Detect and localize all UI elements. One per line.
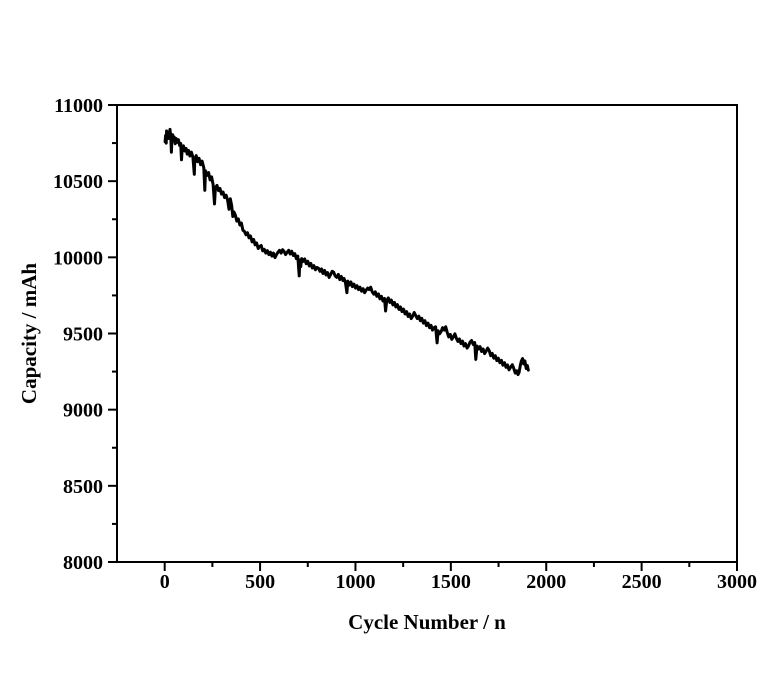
y-tick-label: 10000	[53, 247, 103, 269]
data-series	[163, 127, 530, 377]
y-tick-label: 9500	[63, 324, 103, 346]
x-tick-label: 3000	[717, 571, 757, 593]
axis-tick-labels: 0 500 1000 1500 2000 2500 3000 8000 8500 9000 9500…	[53, 95, 757, 593]
x-tick-label: 2000	[526, 571, 566, 593]
x-tick-label: 500	[245, 571, 275, 593]
y-tick-label: 8000	[63, 552, 103, 574]
y-tick-label: 11000	[54, 95, 103, 117]
x-tick-label: 1500	[431, 571, 471, 593]
y-tick-label: 9000	[63, 400, 103, 422]
capacity-data-line	[163, 127, 530, 377]
axis-ticks	[108, 104, 738, 571]
x-tick-label: 0	[160, 571, 170, 593]
x-tick-label: 2500	[622, 571, 662, 593]
x-axis-title: Cycle Number / n	[348, 610, 506, 634]
y-tick-label: 10500	[53, 171, 103, 193]
y-axis-title: Capacity / mAh	[17, 263, 41, 404]
x-tick-label: 1000	[335, 571, 375, 593]
y-tick-label: 8500	[63, 476, 103, 498]
